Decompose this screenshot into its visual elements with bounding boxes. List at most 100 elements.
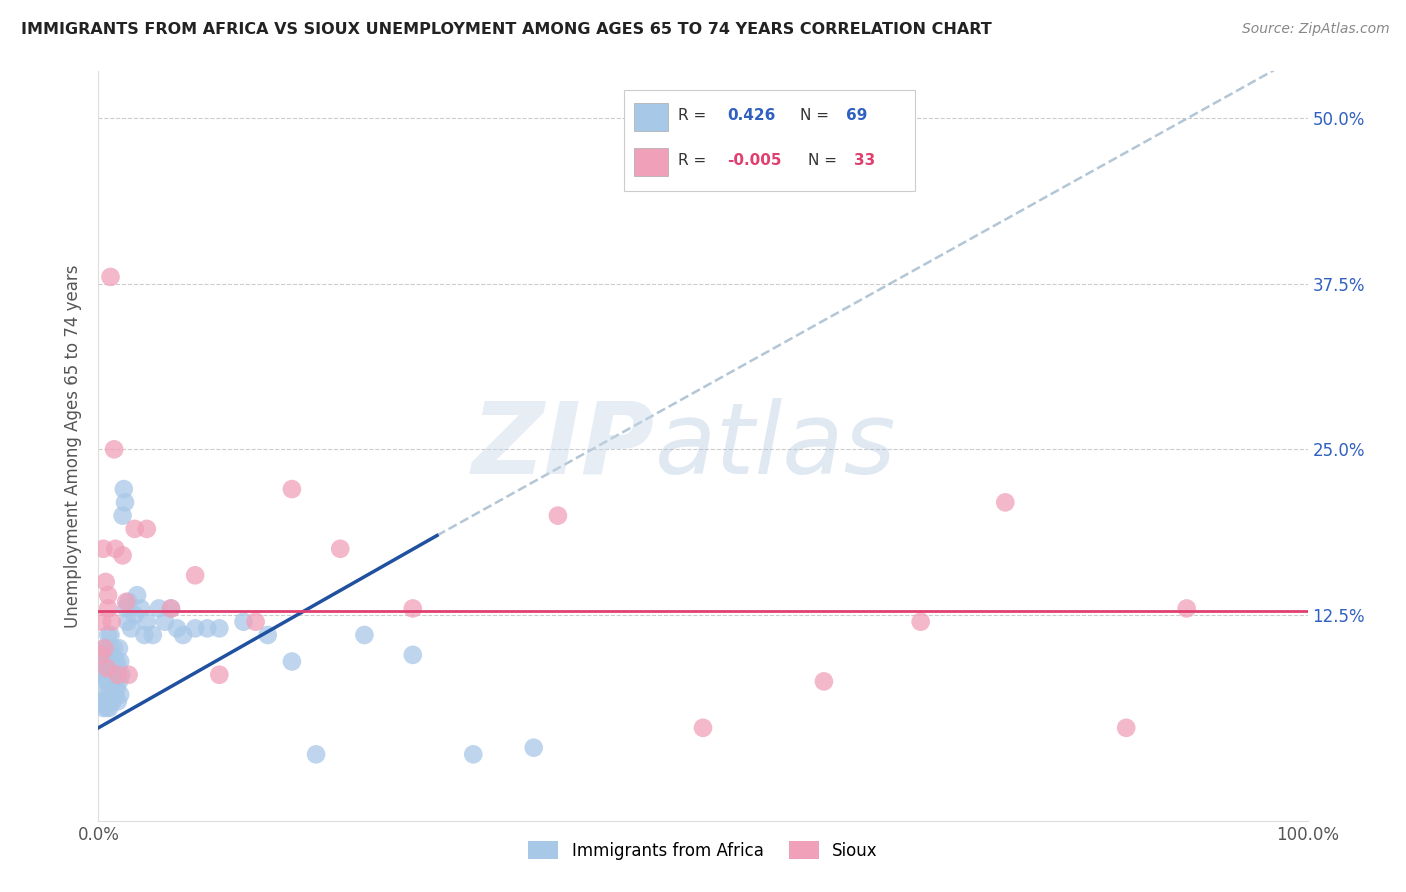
Point <box>105 681 128 695</box>
Point <box>195 621 218 635</box>
Point <box>129 601 152 615</box>
Y-axis label: Unemployment Among Ages 65 to 74 years: Unemployment Among Ages 65 to 74 years <box>65 264 83 628</box>
Point <box>813 674 835 689</box>
Point <box>105 655 128 669</box>
Text: atlas: atlas <box>655 398 896 494</box>
Text: -0.005: -0.005 <box>727 153 782 168</box>
Point <box>93 641 115 656</box>
Point <box>184 621 207 635</box>
Point <box>91 681 114 695</box>
Point <box>305 747 328 762</box>
Point <box>91 615 114 629</box>
Point <box>98 641 121 656</box>
Point <box>100 269 122 284</box>
Point <box>1115 721 1137 735</box>
Text: 0.426: 0.426 <box>727 108 776 123</box>
Point <box>208 667 231 681</box>
Point <box>98 681 121 695</box>
Text: R =: R = <box>678 108 706 123</box>
Point <box>692 721 714 735</box>
Point <box>523 740 546 755</box>
Point <box>111 508 134 523</box>
Text: N =: N = <box>800 108 828 123</box>
Point <box>91 701 114 715</box>
Point <box>107 661 129 675</box>
Point <box>96 648 118 662</box>
Text: Source: ZipAtlas.com: Source: ZipAtlas.com <box>1241 22 1389 37</box>
Point <box>166 621 188 635</box>
Text: N =: N = <box>808 153 837 168</box>
Point <box>98 661 121 675</box>
Point <box>135 615 157 629</box>
Point <box>111 549 134 563</box>
Point <box>208 621 231 635</box>
Point <box>108 655 131 669</box>
Point <box>256 628 278 642</box>
Point <box>96 701 118 715</box>
Point <box>100 648 122 662</box>
FancyBboxPatch shape <box>624 90 915 191</box>
Point <box>93 667 115 681</box>
FancyBboxPatch shape <box>634 148 668 177</box>
Point <box>463 747 485 762</box>
Point <box>232 615 254 629</box>
Point <box>281 482 304 496</box>
Point <box>94 574 117 589</box>
Point <box>107 694 129 708</box>
Point <box>97 588 120 602</box>
Point <box>118 595 141 609</box>
FancyBboxPatch shape <box>634 103 668 131</box>
Point <box>402 648 425 662</box>
Point <box>91 541 114 556</box>
Text: IMMIGRANTS FROM AFRICA VS SIOUX UNEMPLOYMENT AMONG AGES 65 TO 74 YEARS CORRELATI: IMMIGRANTS FROM AFRICA VS SIOUX UNEMPLOY… <box>21 22 991 37</box>
Point <box>114 495 136 509</box>
Point <box>127 588 149 602</box>
Point <box>115 601 138 615</box>
Point <box>329 541 352 556</box>
Point <box>117 615 139 629</box>
Point <box>153 615 176 629</box>
Point <box>100 674 122 689</box>
Point <box>100 628 122 642</box>
Point <box>96 674 118 689</box>
Point <box>103 442 125 457</box>
Point <box>90 648 112 662</box>
Point <box>547 508 569 523</box>
Text: ZIP: ZIP <box>471 398 655 494</box>
Point <box>93 694 115 708</box>
Point <box>172 628 194 642</box>
Point <box>107 667 129 681</box>
Point <box>94 667 117 681</box>
Point <box>1175 601 1198 615</box>
Point <box>94 655 117 669</box>
Point <box>91 655 114 669</box>
Point <box>90 694 112 708</box>
Point <box>108 641 131 656</box>
Point <box>148 601 170 615</box>
Point <box>97 667 120 681</box>
Point <box>100 694 122 708</box>
Point <box>93 641 115 656</box>
Point <box>110 667 132 681</box>
Point <box>281 655 304 669</box>
Point <box>134 628 156 642</box>
Point <box>124 522 146 536</box>
Point <box>103 674 125 689</box>
Point <box>104 688 127 702</box>
Point <box>108 674 131 689</box>
Point <box>104 541 127 556</box>
Point <box>100 615 122 629</box>
Point <box>118 667 141 681</box>
Point <box>94 694 117 708</box>
Point <box>115 595 138 609</box>
Point <box>910 615 932 629</box>
Point <box>98 701 121 715</box>
Point <box>120 621 142 635</box>
Text: 69: 69 <box>845 108 868 123</box>
Point <box>184 568 207 582</box>
Point <box>103 641 125 656</box>
Point <box>97 628 120 642</box>
Point <box>135 522 157 536</box>
Point <box>142 628 165 642</box>
Point <box>101 655 124 669</box>
